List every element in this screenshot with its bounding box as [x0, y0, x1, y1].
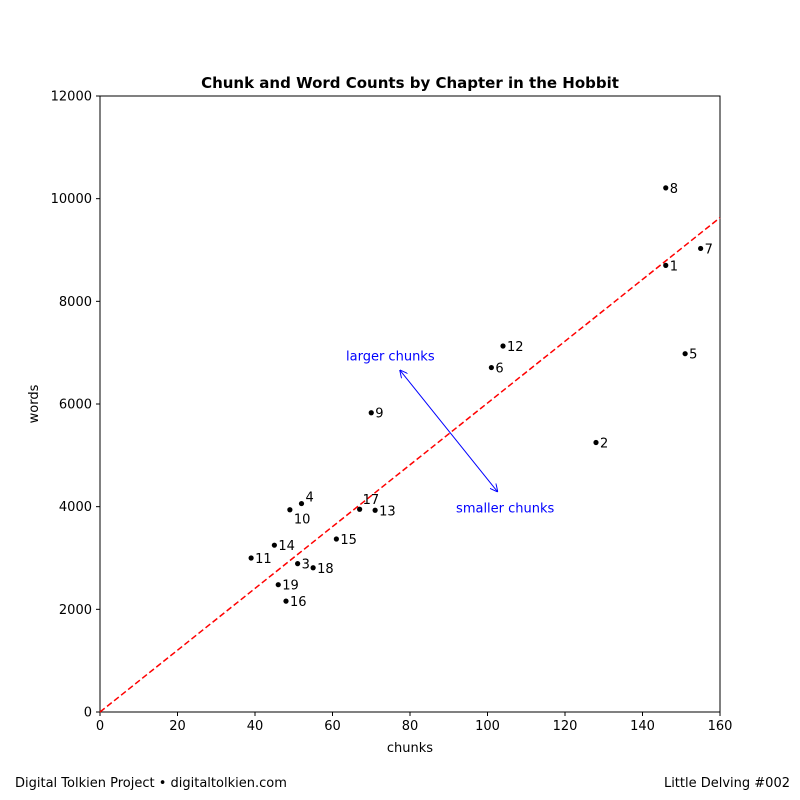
data-point — [372, 507, 378, 513]
y-axis-label: words — [27, 384, 42, 423]
point-label: 16 — [290, 595, 307, 610]
trend-line — [99, 217, 721, 713]
annotation-smaller-chunks: smaller chunks — [456, 501, 554, 516]
y-tick-label: 10000 — [51, 192, 92, 207]
x-tick-label: 120 — [553, 719, 578, 734]
data-point — [682, 351, 688, 357]
point-label: 10 — [294, 513, 311, 528]
point-label: 6 — [495, 362, 503, 377]
x-tick-label: 80 — [402, 719, 419, 734]
footer-credit: Digital Tolkien Project • digitaltolkien… — [15, 776, 287, 791]
annotation-arrow — [400, 371, 497, 492]
point-label: 14 — [278, 539, 295, 554]
x-tick-label: 160 — [708, 719, 733, 734]
data-point — [357, 506, 363, 512]
x-tick-label: 0 — [96, 719, 104, 734]
y-tick-label: 0 — [84, 706, 92, 721]
data-point — [333, 536, 339, 542]
point-label: 4 — [306, 491, 314, 506]
point-label: 12 — [507, 340, 524, 355]
plot-frame — [99, 95, 721, 713]
data-point — [488, 364, 494, 371]
x-tick-label: 40 — [247, 719, 264, 734]
data-point — [271, 542, 277, 548]
x-tick-label: 60 — [324, 719, 341, 734]
x-tick-label: 20 — [169, 719, 186, 734]
x-axis-label: chunks — [387, 741, 433, 756]
point-label: 18 — [317, 562, 334, 577]
data-point — [298, 500, 305, 507]
footer-issue: Little Delving #002 — [663, 776, 790, 791]
y-tick-label: 6000 — [59, 398, 92, 413]
y-tick-label: 8000 — [59, 295, 92, 310]
data-point — [295, 561, 301, 567]
data-point — [287, 507, 293, 513]
point-label: 3 — [302, 558, 310, 573]
point-label: 13 — [379, 504, 396, 519]
y-tick-label: 12000 — [51, 90, 92, 105]
chart-title: Chunk and Word Counts by Chapter in the … — [201, 74, 619, 92]
point-label: 2 — [600, 437, 608, 452]
point-label: 15 — [340, 533, 357, 548]
x-tick-label: 140 — [630, 719, 655, 734]
data-point — [593, 439, 599, 446]
data-point — [310, 565, 316, 571]
data-point — [368, 410, 374, 416]
annotation-larger-chunks: larger chunks — [346, 350, 435, 365]
point-label: 9 — [375, 407, 383, 422]
point-label: 17 — [363, 493, 380, 508]
point-label: 8 — [670, 182, 678, 197]
data-point — [663, 185, 669, 191]
point-label: 11 — [255, 552, 272, 567]
data-point — [283, 598, 289, 604]
data-point — [275, 582, 281, 588]
data-point — [248, 555, 254, 561]
x-tick-label: 100 — [475, 719, 500, 734]
data-point — [500, 343, 506, 349]
y-tick-label: 4000 — [59, 500, 92, 515]
y-tick-label: 2000 — [59, 603, 92, 618]
data-point — [663, 262, 669, 268]
data-point — [698, 245, 704, 252]
point-label: 19 — [282, 579, 299, 594]
point-label: 1 — [670, 259, 678, 274]
point-label: 5 — [689, 348, 697, 363]
point-label: 7 — [705, 242, 713, 257]
